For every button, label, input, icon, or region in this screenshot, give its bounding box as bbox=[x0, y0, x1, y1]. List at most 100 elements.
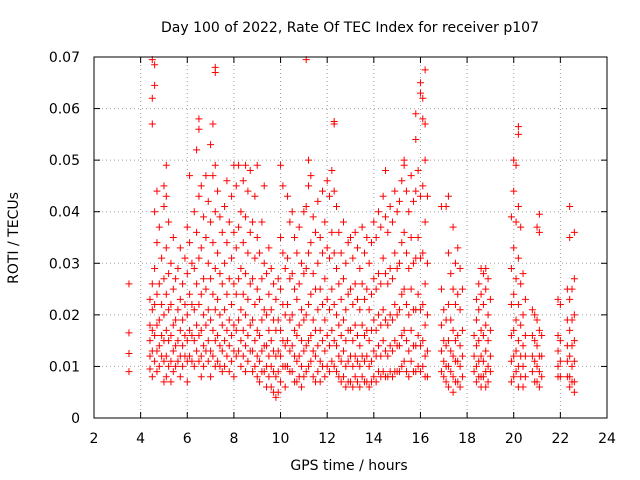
data-point-0-13 bbox=[148, 306, 156, 314]
x-tick-label-3: 8 bbox=[229, 431, 238, 447]
data-point-0-619 bbox=[419, 249, 427, 257]
data-point-0-299 bbox=[274, 388, 282, 396]
data-point-0-159 bbox=[211, 306, 219, 314]
data-point-0-588 bbox=[407, 234, 415, 241]
data-point-0-802 bbox=[566, 234, 574, 241]
data-point-0-141 bbox=[204, 357, 212, 365]
data-point-0-135 bbox=[202, 321, 210, 329]
data-point-0-206 bbox=[232, 326, 240, 334]
data-point-0-801 bbox=[566, 203, 574, 211]
data-point-0-271 bbox=[263, 311, 271, 319]
data-point-0-35 bbox=[158, 254, 166, 262]
data-point-0-510 bbox=[372, 234, 380, 241]
data-point-0-166 bbox=[214, 357, 222, 365]
data-point-0-620 bbox=[419, 301, 427, 309]
data-point-0-430 bbox=[335, 228, 343, 236]
data-point-0-567 bbox=[398, 239, 406, 247]
data-point-0-621 bbox=[419, 337, 427, 345]
data-point-0-204 bbox=[232, 244, 240, 252]
data-point-0-350 bbox=[298, 383, 306, 391]
data-point-0-536 bbox=[384, 228, 392, 236]
y-tick-label-6: 0.06 bbox=[49, 102, 80, 118]
data-point-0-121 bbox=[197, 182, 205, 190]
data-point-0-661 bbox=[449, 285, 457, 293]
data-point-0-212 bbox=[235, 347, 243, 355]
data-point-0-280 bbox=[267, 264, 275, 272]
data-point-0-196 bbox=[228, 357, 236, 365]
data-point-0-205 bbox=[232, 290, 240, 298]
data-point-0-343 bbox=[295, 321, 303, 329]
data-point-0-565 bbox=[395, 368, 403, 376]
data-point-0-20 bbox=[151, 264, 159, 272]
data-point-0-323 bbox=[286, 316, 294, 324]
data-point-0-491 bbox=[363, 285, 371, 293]
data-point-0-736 bbox=[510, 373, 518, 381]
data-point-0-170 bbox=[216, 342, 224, 350]
data-point-0-150 bbox=[209, 239, 217, 247]
data-point-0-302 bbox=[277, 285, 285, 293]
data-point-0-748 bbox=[514, 337, 522, 345]
data-point-0-393 bbox=[319, 187, 327, 195]
data-point-0-737 bbox=[512, 161, 520, 169]
data-point-0-328 bbox=[288, 311, 296, 319]
data-point-0-701 bbox=[477, 352, 485, 360]
data-point-0-96 bbox=[186, 239, 194, 247]
data-point-0-561 bbox=[395, 197, 403, 205]
data-point-0-279 bbox=[265, 373, 273, 381]
data-point-0-473 bbox=[353, 357, 361, 365]
data-point-0-667 bbox=[451, 301, 459, 309]
data-point-0-277 bbox=[265, 326, 273, 334]
data-point-0-307 bbox=[279, 249, 287, 257]
data-point-0-71 bbox=[172, 362, 180, 370]
data-point-0-744 bbox=[514, 130, 522, 138]
data-point-0-605 bbox=[414, 234, 422, 241]
data-point-0-635 bbox=[423, 373, 431, 381]
data-point-0-162 bbox=[214, 187, 222, 195]
data-point-0-385 bbox=[314, 306, 322, 314]
data-point-0-708 bbox=[479, 373, 487, 381]
data-point-0-739 bbox=[512, 275, 520, 283]
data-point-0-493 bbox=[363, 352, 371, 360]
data-point-0-113 bbox=[193, 347, 201, 355]
data-point-0-485 bbox=[360, 249, 368, 257]
data-point-0-438 bbox=[337, 357, 345, 365]
data-point-0-776 bbox=[533, 362, 541, 370]
data-point-0-404 bbox=[323, 244, 331, 252]
data-point-0-102 bbox=[188, 331, 196, 339]
data-point-0-410 bbox=[326, 306, 334, 314]
data-point-0-553 bbox=[391, 301, 399, 309]
data-point-0-767 bbox=[528, 352, 536, 360]
plot-frame bbox=[93, 56, 608, 419]
data-point-0-763 bbox=[521, 352, 529, 360]
data-point-0-774 bbox=[533, 316, 541, 324]
data-point-0-662 bbox=[449, 326, 457, 334]
data-point-0-10 bbox=[148, 94, 156, 102]
data-point-0-114 bbox=[195, 115, 203, 123]
data-point-0-498 bbox=[365, 362, 373, 370]
data-point-0-756 bbox=[519, 270, 527, 278]
data-point-0-550 bbox=[388, 373, 396, 381]
data-point-0-787 bbox=[554, 295, 562, 303]
data-point-0-640 bbox=[437, 368, 445, 376]
data-point-0-47 bbox=[162, 192, 170, 200]
data-point-0-583 bbox=[405, 264, 413, 272]
data-point-0-45 bbox=[160, 378, 168, 386]
data-point-0-305 bbox=[277, 378, 285, 386]
data-point-0-146 bbox=[207, 347, 215, 355]
data-point-0-298 bbox=[274, 368, 282, 376]
data-point-0-654 bbox=[444, 362, 452, 370]
data-point-0-428 bbox=[333, 342, 341, 350]
data-point-0-367 bbox=[305, 362, 313, 370]
data-point-0-394 bbox=[319, 249, 327, 257]
data-point-0-164 bbox=[214, 295, 222, 303]
data-point-0-623 bbox=[421, 66, 429, 74]
data-point-0-202 bbox=[230, 373, 238, 381]
data-point-0-237 bbox=[246, 321, 254, 329]
data-point-0-18 bbox=[151, 81, 159, 89]
data-point-0-157 bbox=[211, 208, 219, 216]
data-point-0-5 bbox=[146, 321, 154, 329]
data-point-0-320 bbox=[284, 362, 292, 370]
data-point-0-416 bbox=[328, 326, 336, 334]
data-point-0-578 bbox=[402, 249, 410, 257]
data-point-0-738 bbox=[512, 218, 520, 226]
